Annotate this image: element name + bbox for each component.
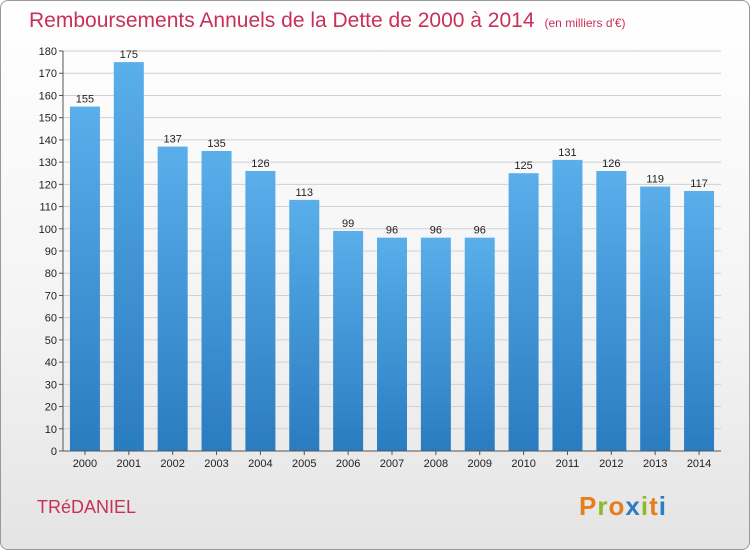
bar-2004 <box>245 171 276 451</box>
y-tick-label: 20 <box>45 402 57 414</box>
bar-2005 <box>289 199 320 451</box>
x-tick-label: 2002 <box>160 458 184 470</box>
x-tick-label: 2008 <box>424 458 448 470</box>
x-tick-label: 2011 <box>556 458 580 470</box>
bar-value-label: 96 <box>430 225 442 237</box>
bar-value-label: 155 <box>76 94 94 106</box>
y-tick-label: 90 <box>45 246 57 258</box>
logo-letter: x <box>625 491 641 521</box>
x-tick-label: 2013 <box>643 458 667 470</box>
logo-letter: o <box>608 491 626 521</box>
x-tick-label: 2009 <box>467 458 491 470</box>
unit-label: (en milliers d'€) <box>544 16 626 30</box>
bar-value-label: 117 <box>690 178 708 190</box>
y-tick-label: 140 <box>39 135 57 147</box>
bar-value-label: 126 <box>602 158 620 170</box>
x-tick-label: 2012 <box>599 458 623 470</box>
chart-title-text: Remboursements Annuels de la Dette de 20… <box>29 9 535 32</box>
logo-letter: r <box>597 491 609 521</box>
y-tick-label: 50 <box>45 335 57 347</box>
town-name: TRéDANIEL <box>37 497 137 517</box>
y-tick-label: 60 <box>45 313 57 325</box>
y-tick-label: 70 <box>45 290 57 302</box>
x-tick-label: 2007 <box>380 458 404 470</box>
y-tick-label: 180 <box>39 46 57 58</box>
x-tick-label: 2010 <box>511 458 535 470</box>
y-tick-label: 40 <box>45 357 57 369</box>
bar-2013 <box>640 186 671 452</box>
chart-title: Remboursements Annuels de la Dette de 20… <box>29 9 626 33</box>
bar-2009 <box>464 237 495 451</box>
y-tick-label: 30 <box>45 379 57 391</box>
bar-2010 <box>508 173 539 451</box>
logo-letter: t <box>649 491 659 521</box>
x-tick-label: 2006 <box>336 458 360 470</box>
proxiti-logo: Proxiti <box>579 491 667 522</box>
bar-value-label: 135 <box>207 138 225 150</box>
x-tick-label: 2003 <box>204 458 228 470</box>
y-tick-label: 120 <box>39 179 57 191</box>
x-tick-label: 2004 <box>248 458 272 470</box>
bar-value-label: 119 <box>646 174 664 186</box>
bar-value-label: 125 <box>514 160 532 172</box>
logo-letter: i <box>640 491 650 521</box>
bar-value-label: 175 <box>120 49 138 61</box>
bar-value-label: 137 <box>163 134 181 146</box>
bar-2007 <box>377 237 407 451</box>
x-tick-label: 2005 <box>292 458 316 470</box>
y-tick-label: 100 <box>39 224 57 236</box>
bar-value-label: 96 <box>386 225 398 237</box>
bar-2012 <box>596 171 627 451</box>
bar-2006 <box>333 231 364 451</box>
logo-letter: P <box>579 491 598 521</box>
x-tick-label: 2001 <box>117 458 141 470</box>
bar-2002 <box>157 146 188 452</box>
y-tick-label: 10 <box>45 424 57 436</box>
y-tick-label: 160 <box>39 90 57 102</box>
y-tick-label: 110 <box>39 202 57 214</box>
bar-2000 <box>69 106 100 452</box>
y-tick-label: 130 <box>39 157 57 169</box>
bar-2001 <box>113 62 144 451</box>
y-tick-label: 150 <box>39 113 57 125</box>
bar-2011 <box>552 159 583 451</box>
bar-2014 <box>684 191 715 451</box>
logo-letter: i <box>658 491 667 521</box>
bar-value-label: 113 <box>295 187 313 199</box>
bar-value-label: 126 <box>251 158 269 170</box>
bar-2003 <box>201 151 232 451</box>
bar-2008 <box>420 237 451 451</box>
y-tick-label: 80 <box>45 268 57 280</box>
x-tick-label: 2000 <box>73 458 97 470</box>
bar-value-label: 99 <box>342 218 354 230</box>
bar-value-label: 96 <box>474 225 486 237</box>
x-tick-label: 2014 <box>687 458 711 470</box>
y-tick-label: 170 <box>39 68 57 80</box>
bar-value-label: 131 <box>558 147 576 159</box>
y-tick-label: 0 <box>51 446 57 458</box>
